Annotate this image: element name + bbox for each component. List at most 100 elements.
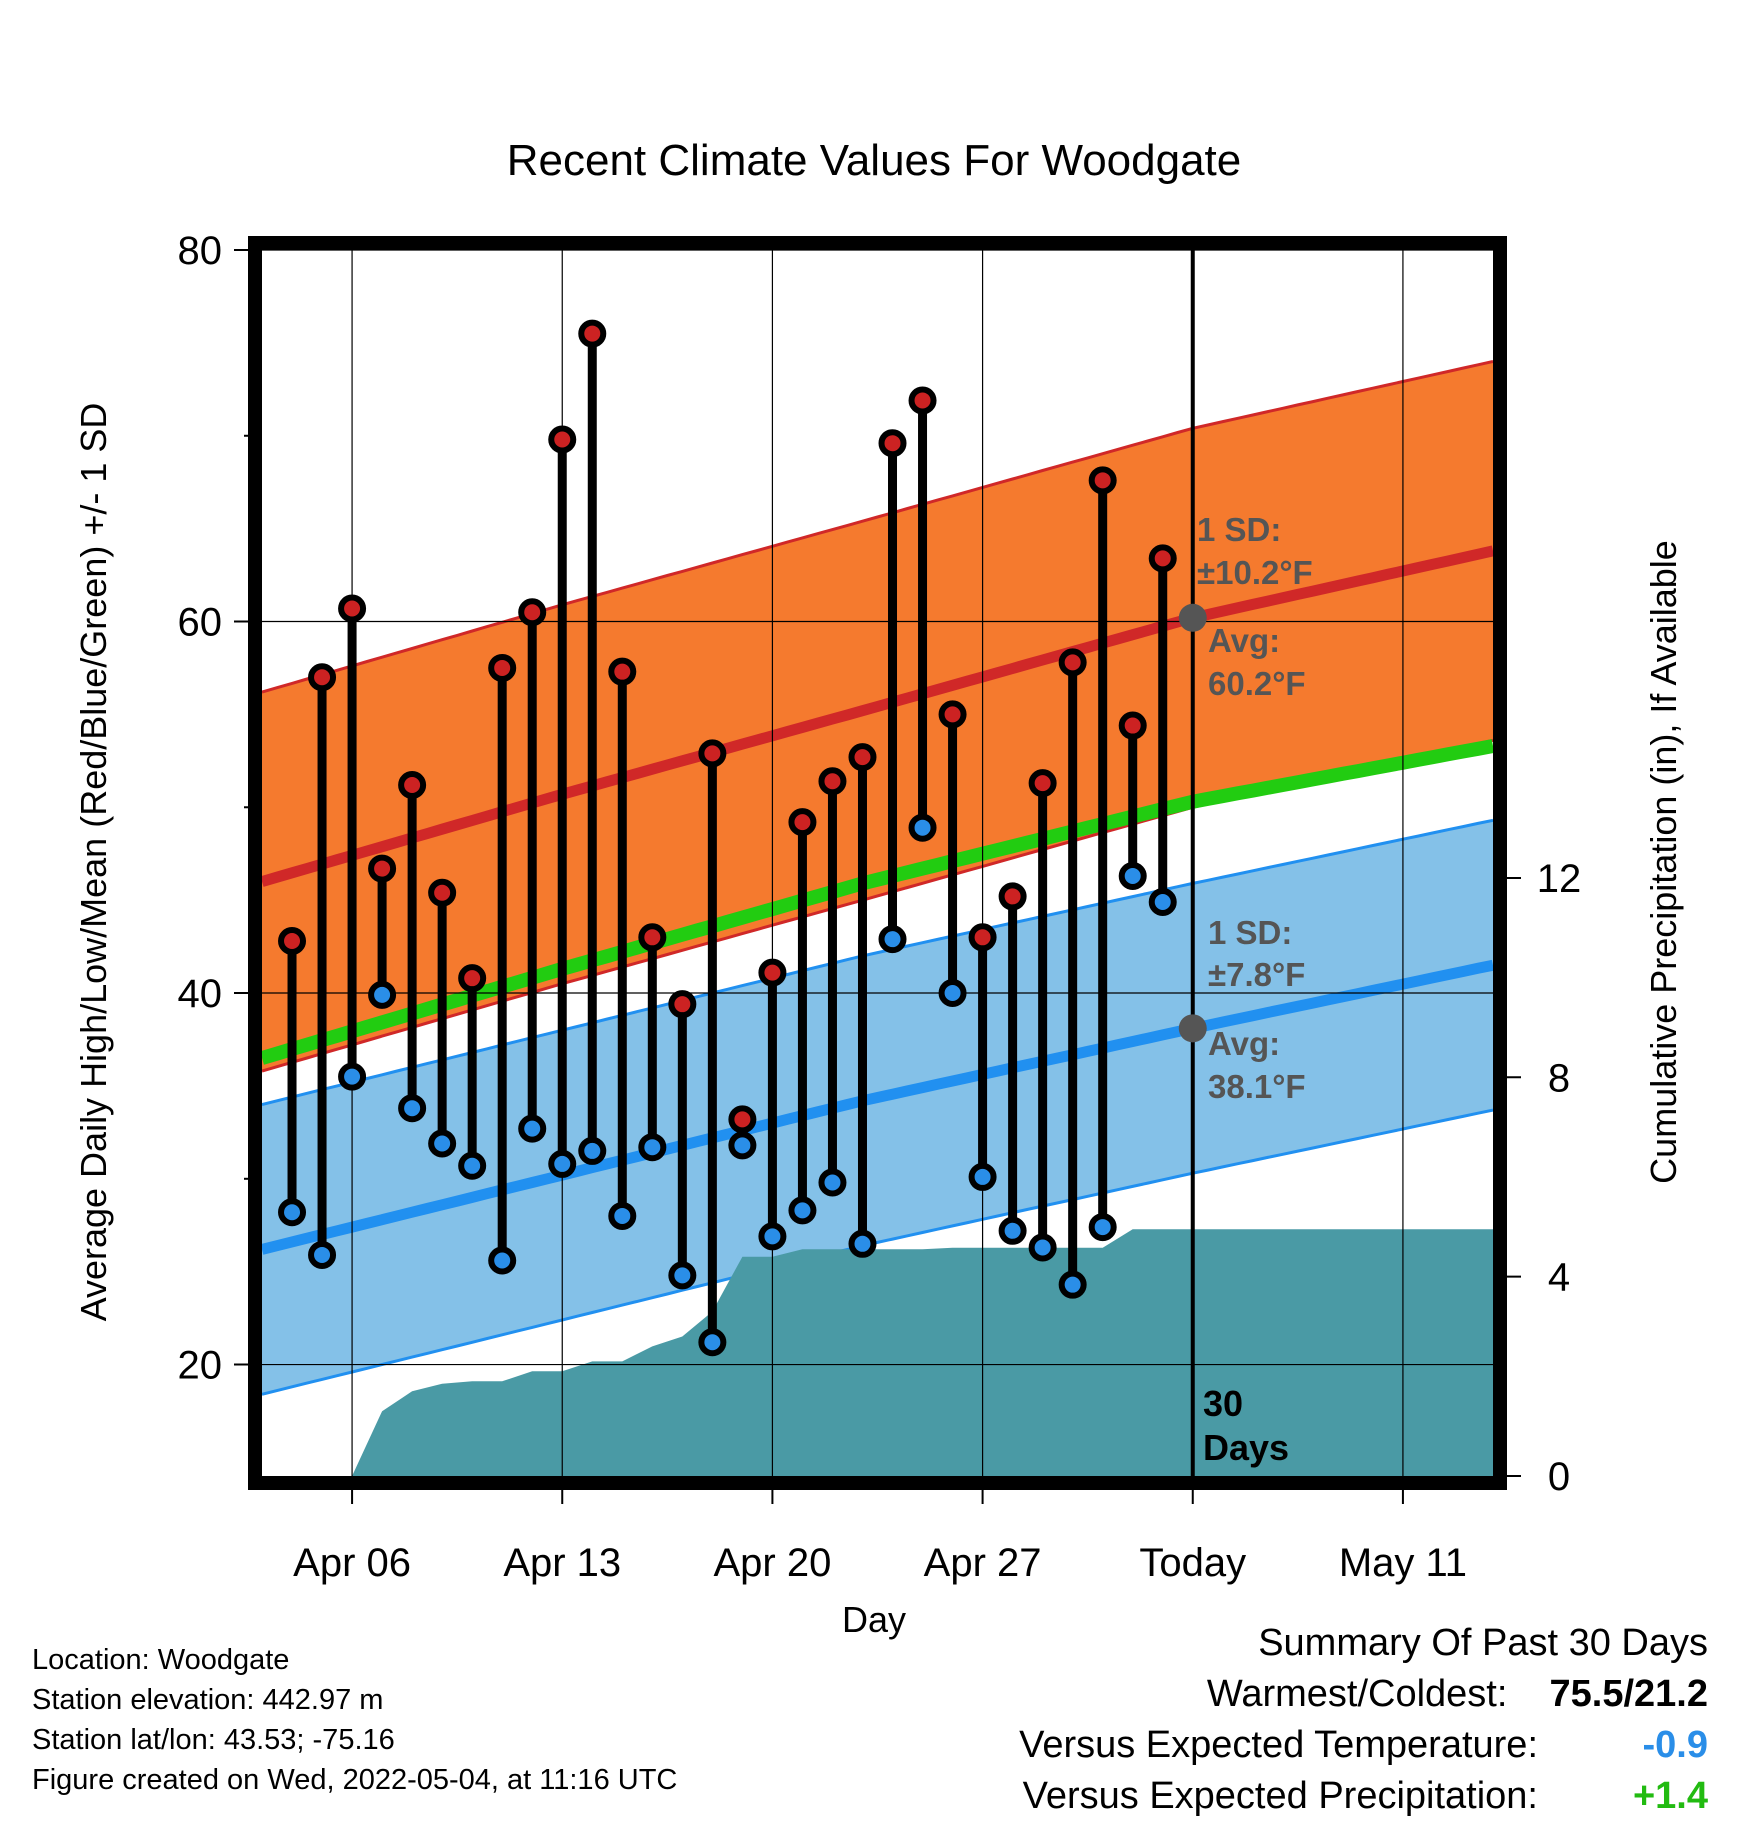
- daily-low-point: [758, 1222, 787, 1251]
- daily-high-point: [548, 425, 577, 454]
- daily-high-point: [968, 923, 997, 952]
- daily-high-point: [278, 927, 307, 956]
- daily-low-point: [908, 813, 937, 842]
- daily-high-point: [488, 653, 517, 682]
- normal-high-line: [262, 545, 1493, 887]
- x-tick-label: May 11: [1339, 1541, 1467, 1585]
- daily-low-point: [1148, 888, 1177, 917]
- temp-anomaly-label: Versus Expected Temperature:: [1019, 1724, 1538, 1766]
- daily-high-point: [308, 663, 337, 692]
- elevation-text: Station elevation: 442.97 m: [32, 1684, 384, 1716]
- daily-high-point: [1118, 711, 1147, 740]
- daily-low-point: [938, 979, 967, 1008]
- high-avg-marker: [1178, 603, 1207, 632]
- daily-low-point: [638, 1133, 667, 1162]
- daily-low-point: [338, 1062, 367, 1091]
- daily-low-point: [1028, 1233, 1057, 1262]
- daily-low-point: [1088, 1213, 1117, 1242]
- created-text: Figure created on Wed, 2022-05-04, at 11…: [32, 1764, 678, 1796]
- y-axis-label-left: Average Daily High/Low/Mean (Red/Blue/Gr…: [73, 403, 114, 1322]
- normal-low-line: [262, 959, 1493, 1255]
- daily-low-point: [968, 1162, 997, 1191]
- daily-high-point: [338, 594, 367, 623]
- daily-low-point: [1058, 1270, 1087, 1299]
- daily-low-point: [488, 1246, 517, 1275]
- daily-high-point: [1088, 466, 1117, 495]
- daily-high-point: [458, 964, 487, 993]
- daily-high-point: [518, 598, 547, 627]
- low-avg-marker: [1178, 1014, 1207, 1043]
- low-sd-value: ±7.8°F: [1208, 956, 1305, 993]
- y-axis-label-right: Cumulative Precipitation (in), If Availa…: [1643, 540, 1684, 1184]
- plot-frame: [248, 236, 1507, 1490]
- daily-high-point: [368, 854, 397, 883]
- daily-high-point: [608, 657, 637, 686]
- daily-low-point: [578, 1136, 607, 1165]
- x-tick-label: Today: [1139, 1541, 1246, 1585]
- daily-low-point: [788, 1196, 817, 1225]
- daily-high-point: [428, 878, 457, 907]
- summary-precip: Versus Expected Precipitation: +1.4: [808, 1771, 1708, 1822]
- high-avg-value: 60.2°F: [1208, 665, 1306, 702]
- location-text: Location: Woodgate: [32, 1644, 290, 1676]
- y-left-tick-label: 20: [178, 1344, 223, 1388]
- daily-high-point: [998, 882, 1027, 911]
- x-tick-label: Apr 06: [293, 1541, 411, 1585]
- daily-low-point: [398, 1094, 427, 1123]
- daily-high-point: [878, 429, 907, 458]
- daily-low-point: [818, 1168, 847, 1197]
- daily-high-point: [668, 990, 697, 1019]
- normal-mean-line: [262, 739, 1493, 1065]
- daily-high-point: [728, 1105, 757, 1134]
- high-sd-band: [262, 361, 1493, 1071]
- y-right-tick-label: 4: [1548, 1256, 1570, 1300]
- daily-low-point: [278, 1198, 307, 1227]
- high-sd-upper-line: [262, 360, 1493, 694]
- x-tick-label: Apr 13: [503, 1541, 621, 1585]
- daily-low-point: [608, 1201, 637, 1230]
- high-sd-label: 1 SD:: [1197, 511, 1281, 548]
- low-sd-lower-line: [262, 1108, 1493, 1396]
- days-count: 30: [1203, 1383, 1243, 1424]
- daily-high-point: [938, 700, 967, 729]
- precipitation-area: [352, 1229, 1493, 1476]
- daily-low-point: [458, 1151, 487, 1180]
- daily-high-point: [1028, 769, 1057, 798]
- daily-low-point: [308, 1240, 337, 1269]
- daily-high-point: [578, 319, 607, 348]
- warm-cold-value: 75.5/21.2: [1549, 1673, 1708, 1715]
- y-left-tick-label: 40: [178, 972, 223, 1016]
- daily-high-point: [398, 770, 427, 799]
- daily-low-point: [548, 1149, 577, 1178]
- daily-high-point: [848, 743, 877, 772]
- daily-low-point: [368, 980, 397, 1009]
- daily-low-point: [728, 1131, 757, 1160]
- daily-high-point: [818, 767, 847, 796]
- low-avg-label: Avg:: [1208, 1025, 1280, 1062]
- y-right-tick-label: 12: [1537, 857, 1582, 901]
- latlon-text: Station lat/lon: 43.53; -75.16: [32, 1724, 395, 1756]
- daily-low-point: [878, 925, 907, 954]
- high-avg-label: Avg:: [1208, 622, 1280, 659]
- daily-high-point: [788, 808, 817, 837]
- days-label: Days: [1203, 1427, 1289, 1468]
- warm-cold-label: Warmest/Coldest:: [1206, 1673, 1508, 1715]
- temp-anomaly-value: -0.9: [1642, 1724, 1708, 1766]
- station-info: Location: Woodgate Station elevation: 44…: [32, 1640, 677, 1800]
- daily-low-point: [518, 1114, 547, 1143]
- summary-panel: Summary Of Past 30 Days Warmest/Coldest:…: [808, 1618, 1708, 1822]
- daily-low-point: [848, 1229, 877, 1258]
- low-avg-value: 38.1°F: [1208, 1068, 1306, 1105]
- daily-high-point: [638, 923, 667, 952]
- x-tick-label: Apr 20: [713, 1541, 831, 1585]
- y-right-tick-label: 8: [1548, 1056, 1570, 1100]
- daily-high-point: [1148, 544, 1177, 573]
- daily-low-point: [1118, 862, 1147, 891]
- precip-anomaly-value: +1.4: [1632, 1775, 1708, 1817]
- y-right-tick-label: 0: [1548, 1455, 1570, 1499]
- daily-low-point: [698, 1328, 727, 1357]
- low-sd-band: [262, 820, 1493, 1395]
- daily-high-point: [908, 386, 937, 415]
- daily-high-point: [758, 958, 787, 987]
